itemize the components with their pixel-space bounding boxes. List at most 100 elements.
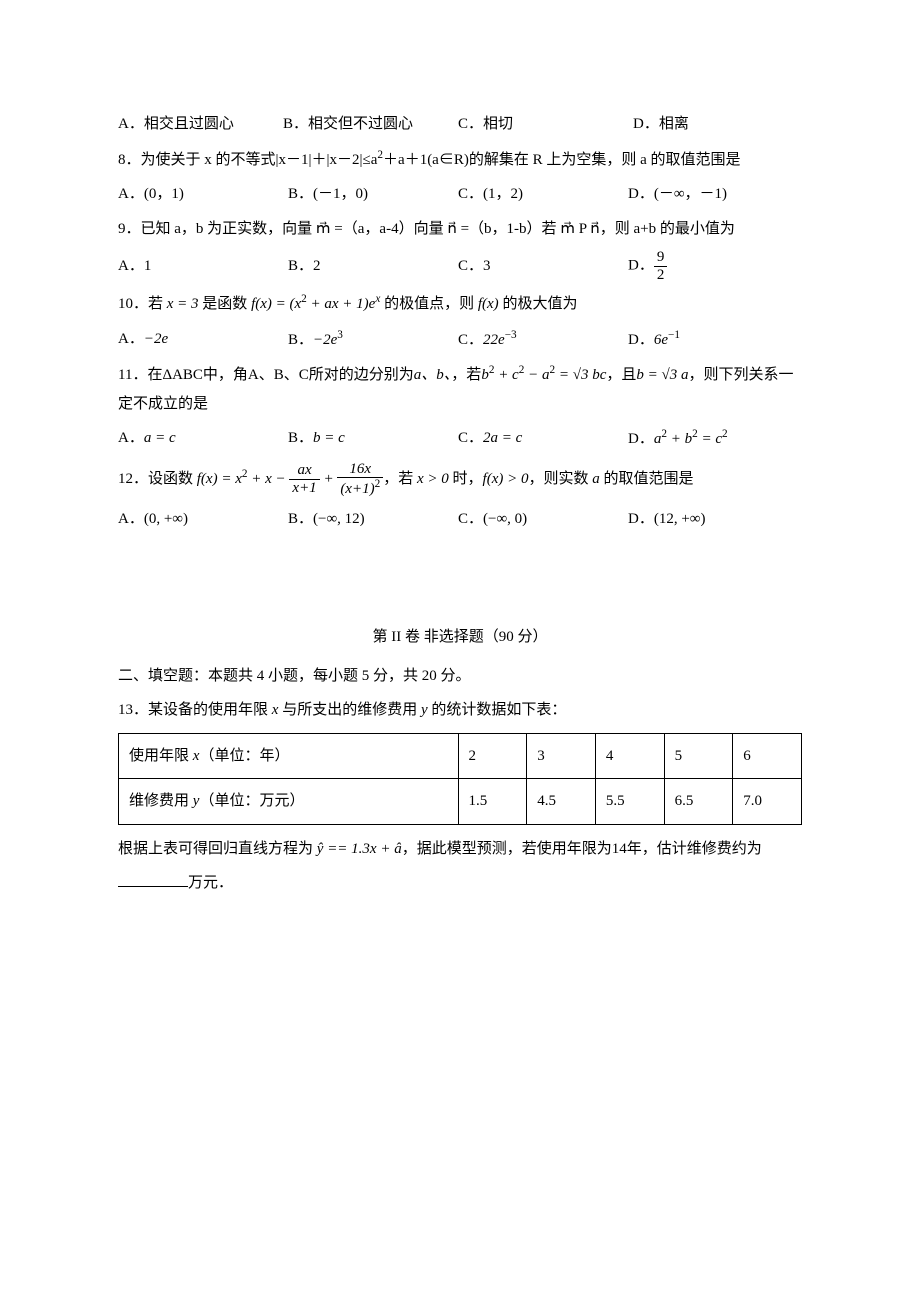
q12-c-val: (−∞, 0) (483, 511, 527, 527)
q12-opt-b: B．(−∞, 12) (288, 505, 458, 534)
q10-b-exp: 3 (337, 329, 343, 341)
q13-r1-lpost: （单位：年） (199, 748, 289, 764)
q12-post: ，则实数 (528, 471, 592, 487)
q10-d-val: 6e (654, 332, 668, 348)
q12-f2n: 16x (337, 461, 383, 479)
q12-f1n: ax (289, 462, 319, 480)
q11-opt-c: C．2a = c (458, 424, 628, 454)
q11-opt-b: B．b = c (288, 424, 458, 454)
q12-fx2: f(x) > 0 (483, 471, 529, 487)
q13-ip: 13．某设备的使用年限 (118, 702, 272, 718)
q11-b-val: b = c (313, 430, 345, 446)
q11-c4: = √3 bc (555, 367, 606, 383)
q13-y-2: 5.5 (595, 779, 664, 825)
q9-m2: m⃗ (560, 221, 575, 237)
q10-a-pre: A． (118, 331, 144, 347)
q13-blank-line: 万元． (118, 869, 802, 898)
q10-stem: 10．若 x = 3 是函数 f(x) = (x2 + ax + 1)ex 的极… (118, 289, 802, 319)
q7-opt-a: A．相交且过圆心 (118, 110, 283, 139)
q11-a-val: a = c (144, 430, 176, 446)
q11-c1: b (481, 367, 489, 383)
q12-frac2: 16x(x+1)2 (337, 461, 383, 498)
q10-c-val: 22e (483, 332, 505, 348)
q10-d-pre: D． (628, 332, 654, 348)
q9-d-den: 2 (654, 267, 668, 284)
q13-r1-lp: 使用年限 (129, 748, 193, 764)
q9-nval: =（b，1-b）若 (457, 221, 560, 237)
q11-d-pre: D． (628, 431, 654, 447)
q13-ap: 根据上表可得回归直线方程为 (118, 841, 317, 857)
q13-after: 根据上表可得回归直线方程为 ŷ == 1.3x + â，据此模型预测，若使用年限… (118, 835, 802, 864)
q9-options: A．1 B．2 C．3 D．92 (118, 249, 802, 283)
q13-eq: == 1.3x + (323, 841, 394, 857)
q10-fx: f(x) = (x (251, 296, 301, 312)
q13-am: ，据此模型预测，若使用年限为14年，估计维修费约为 (402, 841, 762, 857)
q10-b-val: −2e (313, 332, 337, 348)
q12-post2: 的取值范围是 (600, 471, 694, 487)
q10-pre: 10．若 (118, 296, 167, 312)
q13-unit: 万元． (188, 875, 233, 891)
q12-p1: + x − (248, 471, 290, 487)
q13-r2-lpost: （单位：万元） (199, 793, 304, 809)
q10-opt-a: A．−2e (118, 325, 288, 355)
q13-r2-label: 维修费用 y（单位：万元） (119, 779, 459, 825)
q11-d-eq: = c (698, 431, 722, 447)
q12-pre: 12．设函数 (118, 471, 197, 487)
q8-options: A．(0，1) B．(－1，0) C．(1，2) D．(－∞，－1) (118, 180, 802, 209)
q10-c-exp: −3 (505, 329, 517, 341)
q11-c2: + c (494, 367, 518, 383)
q12-b-val: (−∞, 12) (313, 511, 365, 527)
q9-nvec: n⃗ (447, 221, 457, 237)
q9-pre: 9．已知 a，b 为正实数，向量 (118, 221, 316, 237)
table-row: 维修费用 y（单位：万元） 1.5 4.5 5.5 6.5 7.0 (119, 779, 802, 825)
q9-opt-c: C．3 (458, 252, 628, 281)
q10-opt-b: B．−2e3 (288, 325, 458, 355)
q11-d-plus: + b (667, 431, 692, 447)
q12-p2: + (320, 471, 338, 487)
q10-b-pre: B． (288, 332, 313, 348)
q13-x-4: 6 (733, 733, 802, 779)
table-row: 使用年限 x（单位：年） 2 3 4 5 6 (119, 733, 802, 779)
q11-cp: ，若 (451, 367, 481, 383)
section2-title: 第 II 卷 非选择题（90 分） (118, 623, 802, 652)
q12-c-pre: C． (458, 511, 483, 527)
q9-opt-d: D．92 (628, 249, 798, 283)
q11-b-pre: B． (288, 430, 313, 446)
q8-opt-d: D．(－∞，－1) (628, 180, 798, 209)
q10-m3: 的极值点，则 (380, 296, 478, 312)
q12-cond: x > 0 (417, 471, 449, 487)
q7-opt-d: D．相离 (633, 110, 689, 139)
q7-opt-c: C．相切 (458, 110, 633, 139)
q11-c5: b = √3 a (636, 367, 688, 383)
q7-options: A．相交且过圆心 B．相交但不过圆心 C．相切 D．相离 (118, 110, 802, 139)
q13-r1-label: 使用年限 x（单位：年） (119, 733, 459, 779)
q8-text-post: ＋a＋1(a∈R)的解集在 R 上为空集，则 a 的取值范围是 (383, 152, 740, 168)
q12-mid2: 时， (449, 471, 483, 487)
q11-d-ce: 2 (722, 428, 728, 440)
q10-post: 的极大值为 (499, 296, 578, 312)
q13-y-3: 6.5 (664, 779, 733, 825)
q8-opt-a: A．(0，1) (118, 180, 288, 209)
q11-a-pre: A． (118, 430, 144, 446)
q12-avar: a (592, 471, 600, 487)
q12-d-val: (12, +∞) (654, 511, 706, 527)
q10-m2: + ax + 1)e (307, 296, 376, 312)
q12-options: A．(0, +∞) B．(−∞, 12) C．(−∞, 0) D．(12, +∞… (118, 505, 802, 534)
q13-table: 使用年限 x（单位：年） 2 3 4 5 6 维修费用 y（单位：万元） 1.5… (118, 733, 802, 825)
q12-f2d-exp: 2 (375, 478, 381, 490)
q12-fx: f(x) = x (197, 471, 242, 487)
q13-y-4: 7.0 (733, 779, 802, 825)
q12-a-pre: A． (118, 511, 144, 527)
q13-y-1: 4.5 (527, 779, 596, 825)
q10-m1: 是函数 (199, 296, 252, 312)
q10-d-exp: −1 (668, 329, 680, 341)
q13-x-1: 3 (527, 733, 596, 779)
q13-x-3: 5 (664, 733, 733, 779)
q11-abc: a、b、 (414, 367, 452, 383)
q11-stem: 11．在ΔABC中，角A、B、C所对的边分别为a、b、，若b2 + c2 − a… (118, 360, 802, 418)
q8-stem: 8．为使关于 x 的不等式|x－1|＋|x－2|≤a2＋a＋1(a∈R)的解集在… (118, 145, 802, 175)
q11-opt-d: D．a2 + b2 = c2 (628, 424, 798, 454)
q11-options: A．a = c B．b = c C．2a = c D．a2 + b2 = c2 (118, 424, 802, 454)
section2-instruct: 二、填空题：本题共 4 小题，每小题 5 分，共 20 分。 (118, 662, 802, 691)
q10-fx2: f(x) (478, 296, 499, 312)
